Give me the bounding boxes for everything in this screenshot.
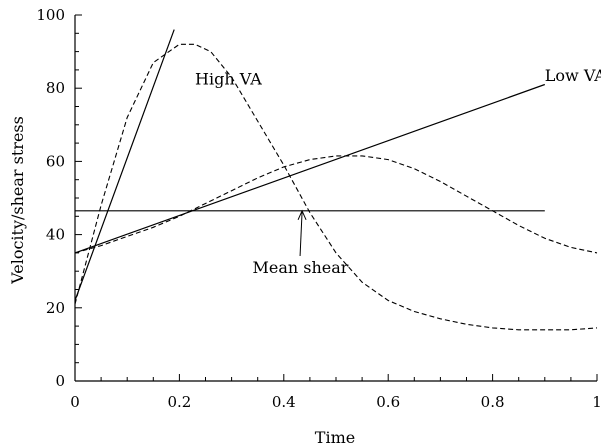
y-axis-title: Velocity/shear stress: [8, 116, 27, 285]
series-line-3: [74, 29, 175, 301]
x-tick-label: 0.4: [272, 393, 296, 411]
x-tick-label: 0.8: [481, 393, 505, 411]
x-tick-label: 1: [592, 393, 601, 411]
series-layer: [74, 29, 598, 331]
x-tick-label: 0.6: [376, 393, 400, 411]
x-tick-label: 0: [70, 393, 80, 411]
annotation-label-1: High VA: [195, 70, 262, 89]
annotation-label-3: Mean shear: [252, 258, 348, 277]
y-tick-label: 80: [46, 79, 65, 97]
annotation-arrow-shaft: [299, 211, 303, 257]
y-tick-label: 0: [55, 372, 65, 390]
annotation-arrow-head: [297, 209, 307, 221]
series-line-1: [74, 43, 598, 331]
y-tick-label: 20: [46, 299, 65, 317]
y-tick-label: 100: [36, 6, 65, 24]
annotations: High VA Low VA Mean shear: [195, 66, 601, 277]
x-axis-title: Time: [315, 428, 355, 447]
ticks: 0 20 40 60 80 100 0 0.2 0.4 0.6 0.8 1: [36, 6, 601, 411]
y-tick-label: 60: [46, 152, 65, 170]
axes: [74, 15, 597, 382]
annotation-label-2: Low VA: [545, 66, 601, 85]
x-tick-label: 0.2: [167, 393, 191, 411]
series-line-2: [74, 155, 598, 254]
series-line-4: [74, 83, 546, 254]
y-tick-label: 40: [46, 226, 65, 244]
